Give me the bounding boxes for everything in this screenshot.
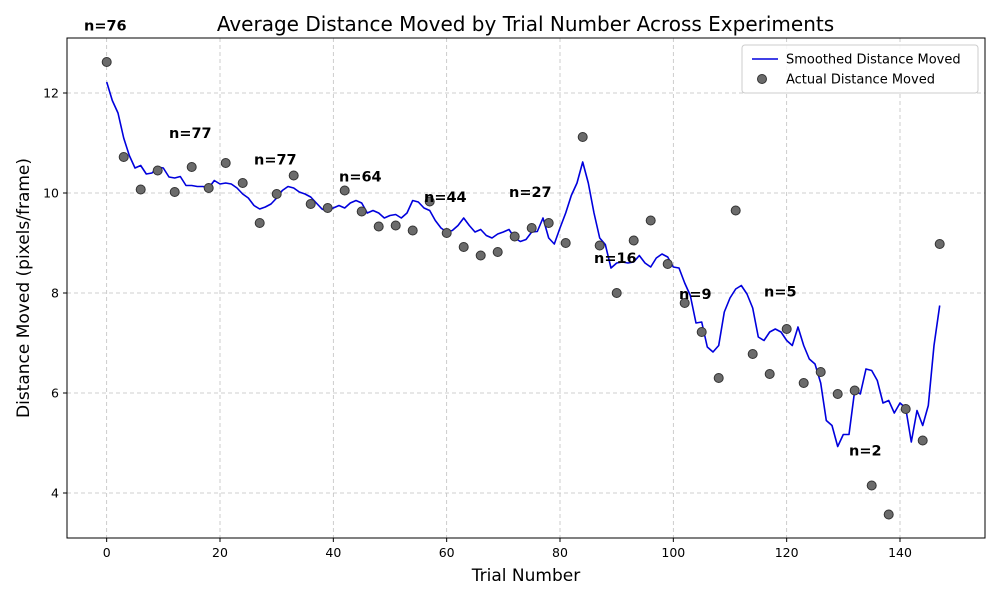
sample-size-annotation: n=16 — [594, 251, 637, 267]
actual-distance-point — [543, 218, 554, 228]
actual-distance-point — [118, 152, 129, 162]
legend-box — [741, 44, 979, 94]
actual-distance-point — [628, 235, 639, 246]
actual-distance-point — [662, 259, 673, 269]
y-tick-label: 10 — [43, 186, 59, 201]
grid-layer — [67, 38, 985, 538]
x-tick-label: 100 — [661, 545, 685, 560]
actual-distance-point — [186, 162, 197, 172]
actual-distance-point — [407, 225, 418, 236]
x-axis-label: Trial Number — [471, 566, 580, 586]
x-tick-label: 20 — [212, 545, 228, 560]
actual-distance-point — [492, 247, 503, 257]
legend-label-smoothed: Smoothed Distance Moved — [786, 53, 961, 68]
actual-distance-point — [611, 288, 622, 298]
actual-distance-point — [305, 199, 316, 209]
actual-distance-point — [339, 185, 350, 196]
actual-distance-point — [356, 206, 367, 217]
sample-size-annotation: n=77 — [254, 153, 297, 169]
actual-distance-point — [560, 238, 571, 248]
actual-distance-point — [373, 221, 384, 232]
actual-distance-point — [424, 196, 435, 207]
tick-layer: 0 20 40 60 80 100 120 140 4 6 8 10 12 — [43, 86, 912, 561]
actual-distance-point — [169, 187, 180, 197]
actual-distance-point — [679, 298, 690, 308]
actual-distance-point — [798, 378, 809, 388]
y-tick-label: 4 — [51, 486, 59, 501]
x-tick-label: 60 — [439, 545, 455, 560]
actual-distance-point — [237, 178, 248, 188]
sample-size-annotation: n=27 — [509, 185, 552, 201]
actual-distance-point — [747, 349, 758, 359]
y-tick-label: 6 — [51, 386, 59, 401]
actual-distance-point — [832, 389, 843, 399]
actual-distance-point — [934, 239, 945, 249]
y-tick-label: 12 — [43, 86, 59, 101]
actual-distance-point — [441, 228, 452, 238]
legend-label-actual: Actual Distance Moved — [786, 73, 935, 88]
annotation-layer: n=76 n=77 n=77 n=64 n=44 n=27 n=16 n=9 n=5 n=2 — [84, 19, 882, 460]
actual-distance-point — [390, 220, 401, 231]
actual-distance-point — [645, 215, 656, 226]
actual-distance-point — [781, 324, 792, 334]
y-tick-label: 8 — [51, 286, 59, 301]
actual-distance-point — [322, 203, 333, 213]
actual-distance-point — [815, 367, 826, 377]
actual-distance-point — [764, 369, 775, 379]
x-tick-label: 40 — [325, 545, 341, 560]
actual-distance-point — [152, 165, 163, 176]
legend: Smoothed Distance Moved Actual Distance … — [741, 44, 979, 94]
actual-distance-point — [254, 218, 265, 228]
actual-distance-point — [220, 158, 231, 168]
x-tick-label: 0 — [103, 545, 111, 560]
sample-size-annotation: n=76 — [84, 19, 127, 35]
actual-distance-point — [509, 231, 520, 242]
sample-size-annotation: n=5 — [764, 285, 797, 301]
actual-distance-point — [577, 132, 588, 142]
actual-distance-point — [271, 189, 282, 199]
actual-distance-point — [203, 183, 214, 193]
actual-distance-point — [713, 373, 724, 383]
actual-distance-point — [900, 404, 911, 414]
legend-marker-swatch — [757, 74, 767, 84]
actual-distance-point — [288, 170, 299, 181]
sample-size-annotation: n=77 — [169, 126, 212, 142]
smoothed-distance-line — [105, 81, 941, 448]
x-tick-label: 140 — [888, 545, 912, 560]
actual-distance-point — [696, 327, 707, 337]
actual-distance-point — [475, 250, 486, 261]
actual-distance-point — [866, 480, 877, 491]
sample-size-annotation: n=9 — [679, 287, 712, 303]
series-layer — [101, 57, 945, 520]
actual-distance-point — [135, 184, 146, 195]
actual-distance-point — [101, 57, 112, 67]
sample-size-annotation: n=44 — [424, 190, 467, 206]
plot-frame — [66, 37, 986, 539]
chart-title: Average Distance Moved by Trial Number A… — [217, 12, 834, 36]
sample-size-annotation: n=2 — [849, 444, 882, 460]
actual-distance-point — [730, 205, 741, 216]
x-tick-label: 80 — [552, 545, 568, 560]
x-tick-label: 120 — [775, 545, 799, 560]
actual-distance-point — [458, 242, 469, 252]
actual-distance-point — [526, 223, 537, 233]
actual-distance-point — [917, 435, 928, 446]
actual-distance-point — [883, 509, 894, 520]
sample-size-annotation: n=64 — [339, 170, 382, 186]
actual-distance-point — [849, 385, 860, 396]
y-axis-label: Distance Moved (pixels/frame) — [14, 158, 34, 418]
actual-distance-point — [594, 240, 605, 251]
